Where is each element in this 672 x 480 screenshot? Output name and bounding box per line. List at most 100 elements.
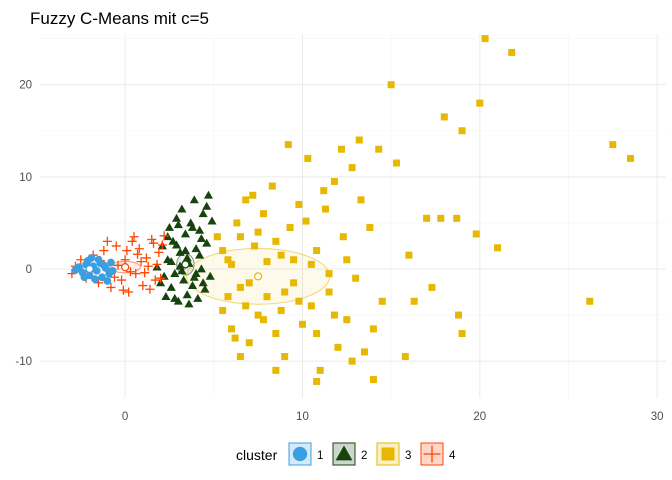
cluster-4-point (141, 253, 151, 263)
cluster-3-point (228, 325, 236, 333)
cluster-2-point (177, 204, 187, 213)
cluster-2-point (191, 244, 201, 253)
cluster-2-point (166, 282, 176, 291)
x-tick-label: 30 (651, 411, 664, 423)
cluster-4-point (150, 275, 160, 285)
cluster-4-point (76, 255, 86, 265)
cluster-3-point (219, 306, 227, 314)
cluster-3-point (330, 177, 338, 185)
cluster-4-point (122, 246, 132, 256)
cluster-2-point (198, 209, 208, 218)
x-tick-label: 0 (122, 411, 128, 423)
cluster-4-center (121, 263, 130, 272)
cluster-4-point (147, 234, 157, 245)
cluster-3-point (233, 219, 241, 227)
cluster-4-point (99, 246, 109, 256)
cluster-2-point (173, 220, 183, 229)
cluster-4-point (145, 284, 155, 294)
legend-label: 1 (317, 450, 323, 462)
cluster-3-point (259, 316, 267, 324)
cluster-1-point (108, 266, 117, 275)
cluster-2-point (180, 229, 190, 238)
cluster-3-point (286, 224, 294, 232)
cluster-3-point (366, 224, 374, 232)
cluster-3-point (236, 353, 244, 361)
cluster-2-point (195, 250, 205, 259)
legend-item-4: 4 (420, 442, 456, 466)
cluster-2-point (164, 222, 175, 231)
legend-label: 4 (449, 450, 456, 462)
cluster-3-point (304, 154, 312, 162)
cluster-3-point (410, 297, 418, 305)
cluster-3-point (453, 214, 461, 222)
cluster-4-point (134, 244, 144, 254)
cluster-3-point (357, 196, 365, 204)
cluster-3-point (295, 200, 303, 208)
cluster-3-point (428, 283, 436, 291)
cluster-3-point (224, 293, 232, 301)
cluster-2-point (180, 246, 190, 254)
cluster-3-point (316, 366, 324, 374)
cluster-3-point (334, 343, 342, 351)
y-tick-label: 0 (26, 264, 32, 276)
legend-item-3: 3 (376, 442, 411, 466)
cluster-centers (85, 260, 263, 281)
cluster-3-point (476, 99, 484, 107)
cluster-2-point (177, 266, 187, 275)
grid-lines (40, 34, 666, 398)
cluster-3-point (405, 251, 413, 259)
cluster-3-point (272, 329, 280, 337)
cluster-2-point (187, 222, 198, 231)
cluster-3-point (387, 81, 395, 89)
legend-plus-icon (423, 445, 441, 463)
cluster-4-point (127, 236, 137, 246)
cluster-3-point (231, 334, 239, 342)
cluster-2-point (196, 264, 206, 273)
cluster-1-point (87, 254, 96, 262)
cluster-3-point (290, 256, 298, 264)
cluster-3-point (290, 279, 298, 287)
cluster-3-point (277, 251, 285, 259)
cluster-2-point (198, 278, 208, 287)
cluster-4-point (111, 241, 121, 251)
cluster-2-point (203, 190, 214, 199)
cluster-4-point (159, 231, 169, 241)
cluster-2-point (200, 284, 210, 293)
cluster-3-point (375, 145, 383, 153)
cluster-2-point (186, 218, 196, 227)
cluster-2-point (205, 271, 215, 280)
x-tick-label: 10 (296, 411, 309, 423)
cluster-1-point (103, 277, 112, 285)
cluster-3-point (242, 196, 250, 204)
x-axis-ticks: 0 10 20 30 (122, 411, 664, 423)
cluster-4-point (132, 249, 143, 259)
cluster-1-center (85, 264, 94, 274)
y-tick-label: 10 (19, 172, 32, 184)
cluster-3-point (361, 348, 369, 356)
cluster-3-point (263, 293, 271, 301)
cluster-1-point (80, 273, 89, 282)
cluster-3-point (378, 297, 386, 305)
cluster-2-point (179, 275, 189, 284)
cluster-3-point (254, 228, 262, 236)
cluster-4-point (152, 259, 162, 269)
cluster-4-point (102, 236, 112, 246)
cluster-4-point (131, 269, 141, 279)
cluster-3-point (272, 237, 280, 245)
cluster-2-point (171, 213, 182, 222)
x-tick-label: 20 (473, 411, 486, 423)
cluster-2-center (181, 260, 190, 269)
cluster-4-point (118, 285, 128, 295)
cluster-3-point (249, 191, 257, 199)
cluster-2-point (182, 290, 192, 299)
cluster-3-point (307, 260, 315, 268)
cluster-2-point (184, 299, 194, 308)
legend-circle-icon (292, 446, 308, 462)
cluster-3-point (481, 35, 489, 43)
cluster-3-point (298, 320, 306, 328)
cluster-3-point (254, 311, 262, 319)
legend: cluster 1 2 3 4 (236, 442, 456, 466)
cluster-3-point (251, 242, 259, 250)
cluster-4-point (148, 238, 159, 248)
